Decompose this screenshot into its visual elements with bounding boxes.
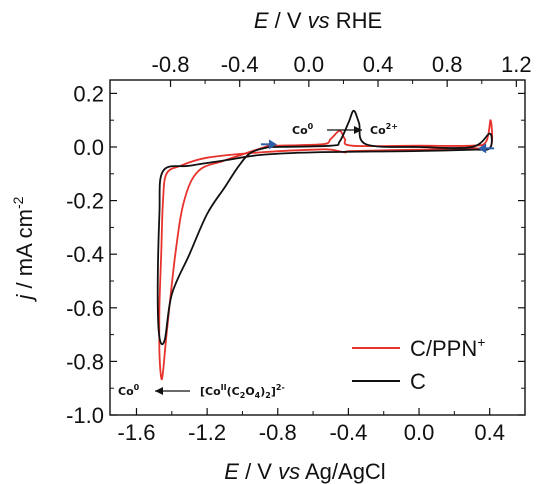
top-tick-label: 1.2 [501, 52, 532, 77]
x-tick-label: 0.4 [474, 420, 505, 445]
series-line-c [156, 109, 493, 346]
scan-arrow-head [268, 139, 277, 150]
reduction-label-complex: [CoII(C2O4)2]2- [200, 383, 285, 400]
x-tick-label: -0.8 [259, 420, 297, 445]
reduction-arrowhead [155, 387, 163, 395]
x-tick-label: -1.6 [118, 420, 156, 445]
series-line-c-ppn [158, 119, 494, 381]
x-axis-ticks: -1.6 -1.2 -0.8 -0.4 0.0 0.4 [118, 408, 505, 445]
top-tick-label: 0.0 [294, 52, 325, 77]
x-tick-label: 0.0 [404, 420, 435, 445]
top-axis-ticks: -0.8 -0.4 0.0 0.4 0.8 1.2 [152, 52, 532, 87]
x-axis-title: E / V vs Ag/AgCl [224, 459, 385, 484]
oxidation-label-start: Co0 [292, 122, 314, 137]
x-tick-label: -1.2 [188, 420, 226, 445]
legend: C/PPN+ C [352, 334, 485, 394]
top-tick-label: -0.4 [221, 52, 259, 77]
scan-arrow-head [478, 143, 487, 154]
y-tick-label: -0.2 [66, 189, 104, 214]
top-tick-label: 0.8 [432, 52, 463, 77]
y-axis-ticks: -1.0 -0.8 -0.6 -0.4 -0.2 0.0 0.2 [66, 81, 525, 428]
x-tick-label: -0.4 [329, 420, 367, 445]
top-tick-label: -0.8 [152, 52, 190, 77]
oxidation-arrowhead [354, 126, 362, 134]
y-tick-label: -0.8 [66, 349, 104, 374]
scan-arrows [260, 139, 495, 154]
top-tick-label: 0.4 [363, 52, 394, 77]
y-tick-label: -0.4 [66, 242, 104, 267]
plot-frame [109, 79, 526, 416]
y-tick-label: -0.6 [66, 296, 104, 321]
y-tick-label: 0.2 [73, 81, 104, 106]
legend-label-c: C [410, 369, 426, 394]
y-tick-label: -1.0 [66, 403, 104, 428]
series-layer [156, 109, 494, 381]
y-axis-title: j / mA cm-2 [10, 196, 37, 302]
reduction-label-co0: Co0 [118, 383, 140, 398]
legend-label-c-ppn: C/PPN+ [410, 334, 485, 361]
top-axis-title: E / V vs RHE [254, 8, 382, 33]
y-tick-label: 0.0 [73, 135, 104, 160]
oxidation-label-end: Co2+ [370, 122, 398, 137]
